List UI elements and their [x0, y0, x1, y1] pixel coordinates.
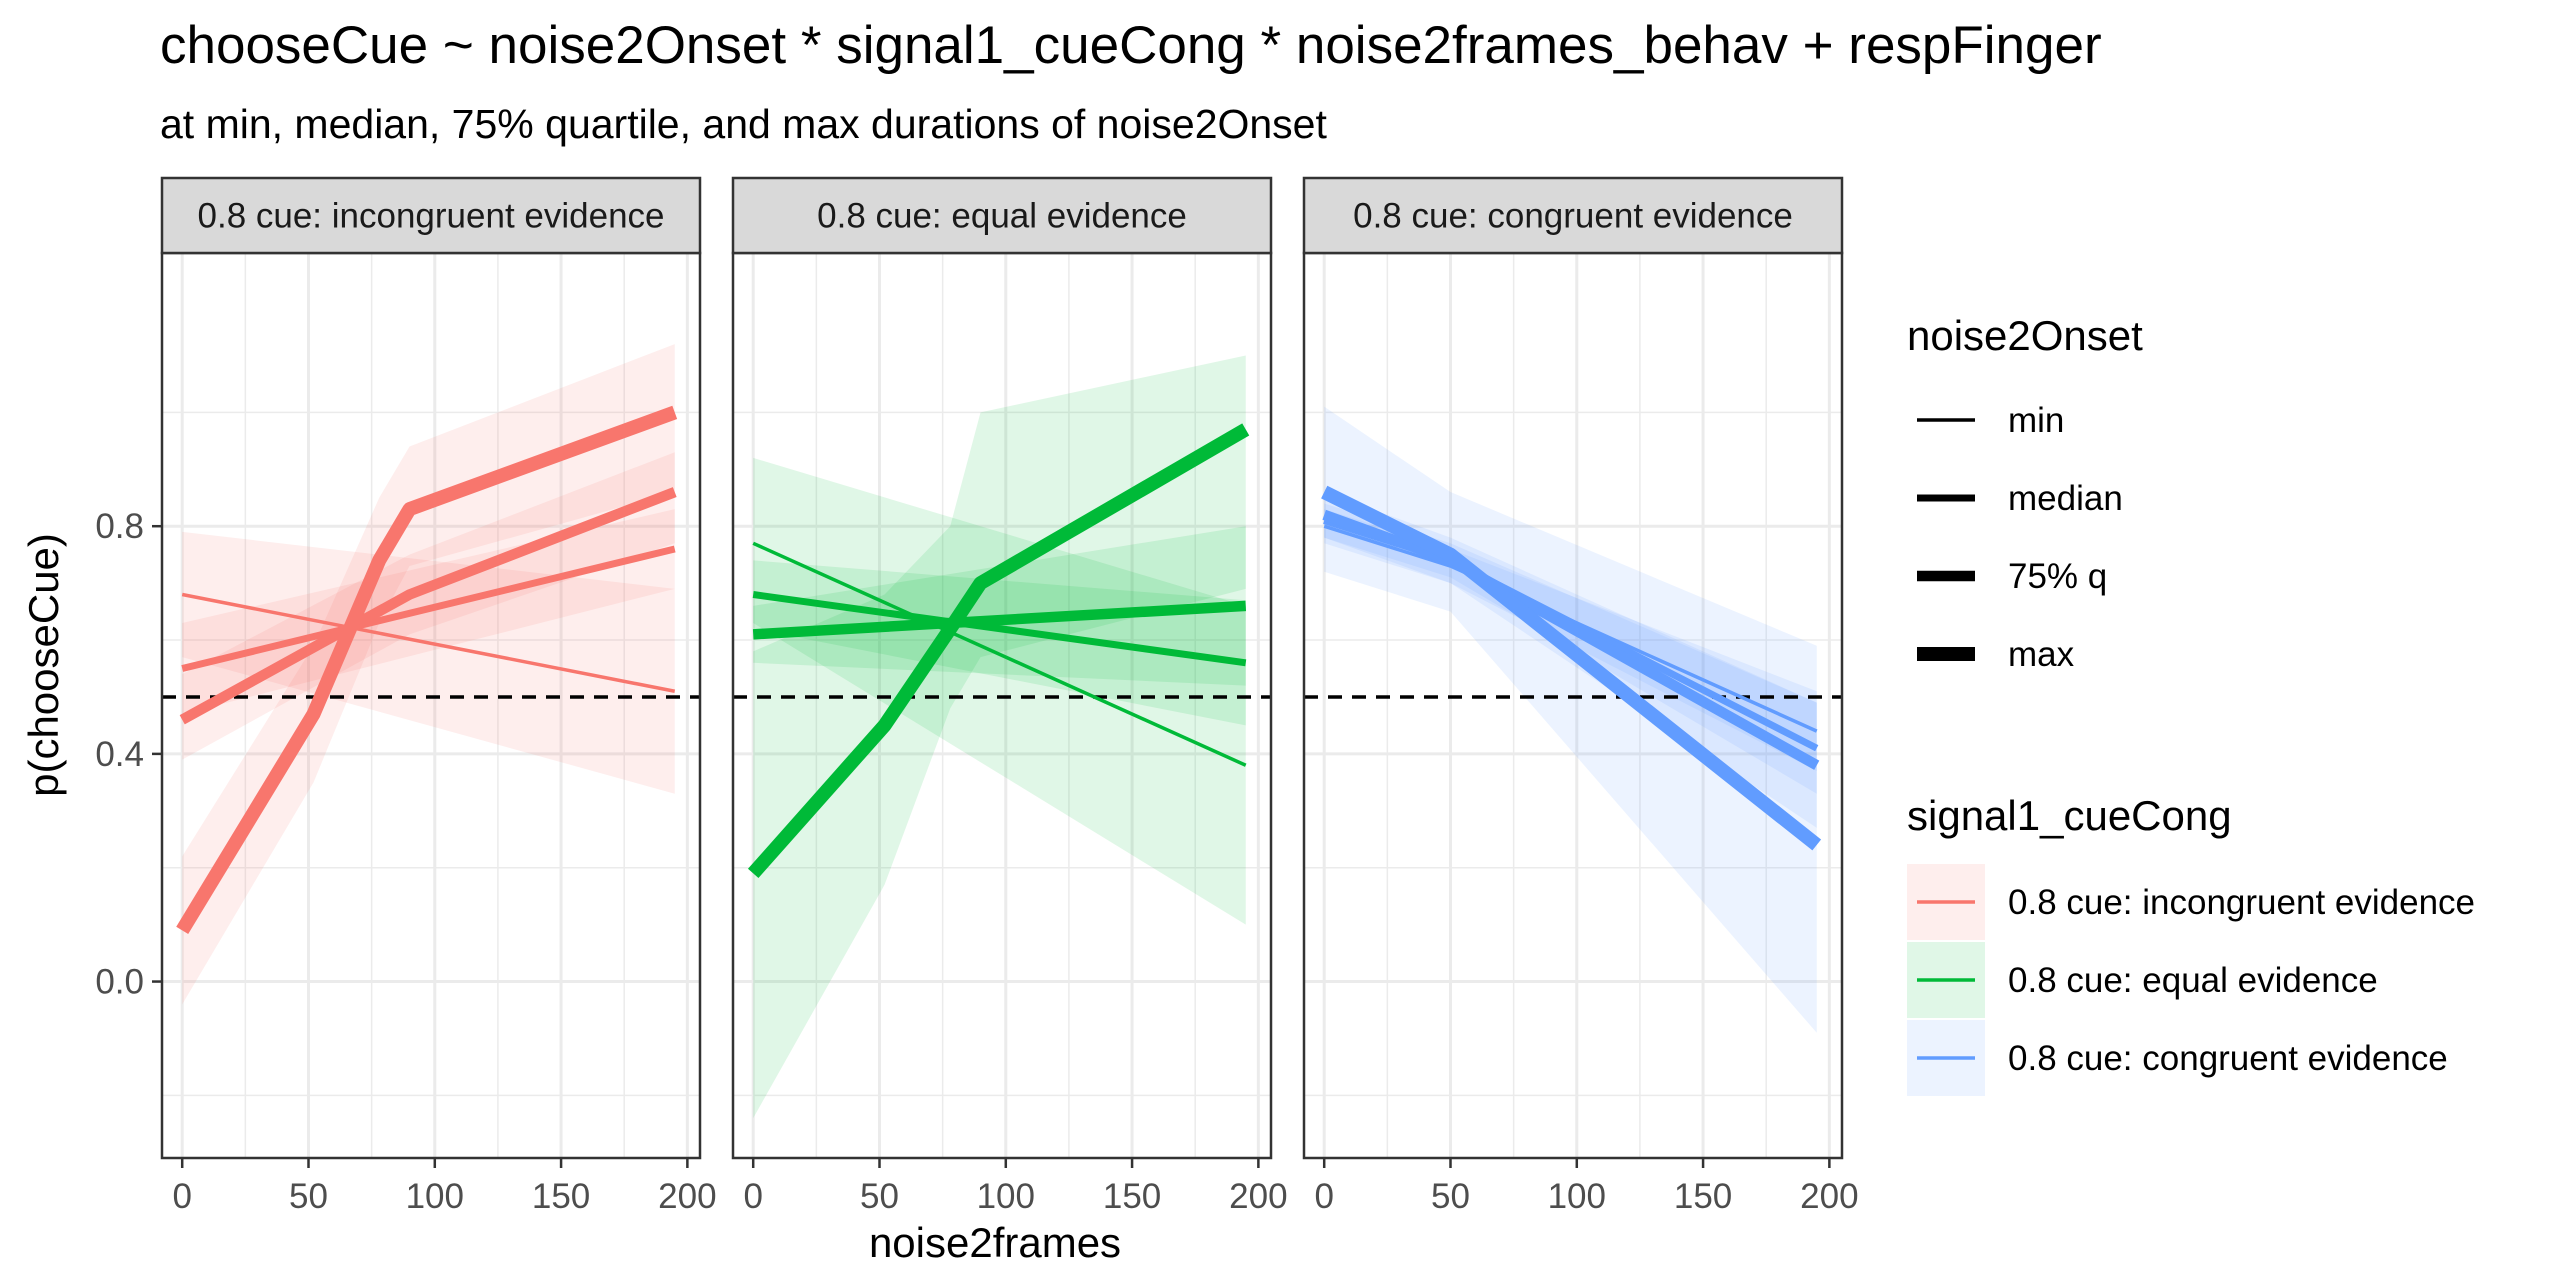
x-tick-label: 0 — [1314, 1177, 1333, 1216]
x-tick-label: 150 — [1674, 1177, 1732, 1216]
legend-color-label: 0.8 cue: congruent evidence — [2008, 1039, 2448, 1078]
panel-background — [162, 253, 700, 1158]
panel-background — [1304, 253, 1842, 1158]
ci-ribbon-max — [753, 355, 1246, 1119]
panel-grid — [733, 253, 1271, 1158]
series-line-max — [747, 423, 1250, 879]
legend-linetype-title: noise2Onset — [1907, 312, 2143, 359]
legend-color-label: 0.8 cue: equal evidence — [2008, 961, 2378, 1000]
legend-color-title: signal1_cueCong — [1907, 792, 2232, 839]
series-line-median — [752, 591, 1247, 667]
series-line-max — [1321, 485, 1822, 851]
series-line-max — [176, 405, 678, 934]
ci-ribbon-min — [1324, 509, 1817, 771]
ci-ribbon-median — [1324, 503, 1817, 794]
facet-strip-label: 0.8 cue: equal evidence — [817, 197, 1187, 236]
panels-layer: 0.8 cue: incongruent evidence 0 50 100 150 20… — [95, 176, 1859, 1216]
chart-subtitle: at min, median, 75% quartile, and max du… — [160, 101, 1327, 147]
series-line-min — [752, 541, 1247, 767]
series-line-min — [181, 592, 676, 693]
legend-linetype-label: max — [2008, 635, 2075, 674]
legend-linetype-label: 75% q — [2008, 557, 2107, 596]
series-line-75-q — [179, 487, 677, 725]
x-tick-label: 0 — [172, 1177, 191, 1216]
legend: noise2Onset min median 75% q max signal1_cueC… — [1907, 312, 2475, 1096]
facet-panel-1: 0.8 cue: incongruent evidence 0 50 100 150 20… — [160, 176, 717, 1216]
legend-linetype-label: min — [2008, 401, 2064, 440]
x-tick-label: 200 — [658, 1177, 716, 1216]
y-axis-label: p(chooseCue) — [20, 533, 67, 797]
facet-strip-label: 0.8 cue: incongruent evidence — [198, 197, 665, 236]
x-axis-label: noise2frames — [869, 1219, 1121, 1266]
y-tick-label: 0.4 — [95, 735, 144, 774]
facet-strip — [160, 176, 702, 255]
ci-ribbon-min — [753, 457, 1246, 925]
legend-linetype: noise2Onset min median 75% q max — [1907, 312, 2143, 674]
y-tick-label: 0.0 — [95, 963, 144, 1002]
facet-strip — [731, 176, 1273, 255]
x-tick-label: 200 — [1229, 1177, 1287, 1216]
facet-panel-3: 0.8 cue: congruent evidence 0 50 100 150 200 — [1302, 176, 1859, 1216]
panel-background — [733, 253, 1271, 1158]
x-tick-label: 50 — [1431, 1177, 1470, 1216]
facet-panel-2: 0.8 cue: equal evidence 0 50 100 150 200 — [731, 176, 1288, 1216]
chart-title: chooseCue ~ noise2Onset * signal1_cueCon… — [160, 16, 2102, 75]
panel-grid — [162, 253, 700, 1158]
series-line-75-q — [752, 600, 1247, 640]
x-tick-label: 200 — [1800, 1177, 1858, 1216]
legend-color: signal1_cueCong 0.8 cue: incongruent evid… — [1907, 792, 2475, 1096]
x-tick-label: 150 — [1103, 1177, 1161, 1216]
y-axis: 0.0 0.4 0.8 — [95, 507, 162, 1002]
series-line-median — [181, 545, 676, 672]
facet-strip-label: 0.8 cue: congruent evidence — [1353, 197, 1793, 236]
ci-ribbon-max — [182, 344, 675, 1005]
facet-strip — [1302, 176, 1844, 255]
x-tick-label: 100 — [406, 1177, 464, 1216]
ci-ribbon-min — [182, 531, 675, 794]
x-tick-label: 100 — [1548, 1177, 1606, 1216]
x-tick-label: 0 — [743, 1177, 762, 1216]
x-tick-label: 150 — [532, 1177, 590, 1216]
y-tick-label: 0.8 — [95, 507, 144, 546]
ci-ribbon-median — [753, 560, 1246, 726]
x-tick-label: 100 — [977, 1177, 1035, 1216]
x-tick-label: 50 — [289, 1177, 328, 1216]
legend-linetype-label: median — [2008, 479, 2123, 518]
x-tick-label: 50 — [860, 1177, 899, 1216]
legend-color-label: 0.8 cue: incongruent evidence — [2008, 883, 2475, 922]
